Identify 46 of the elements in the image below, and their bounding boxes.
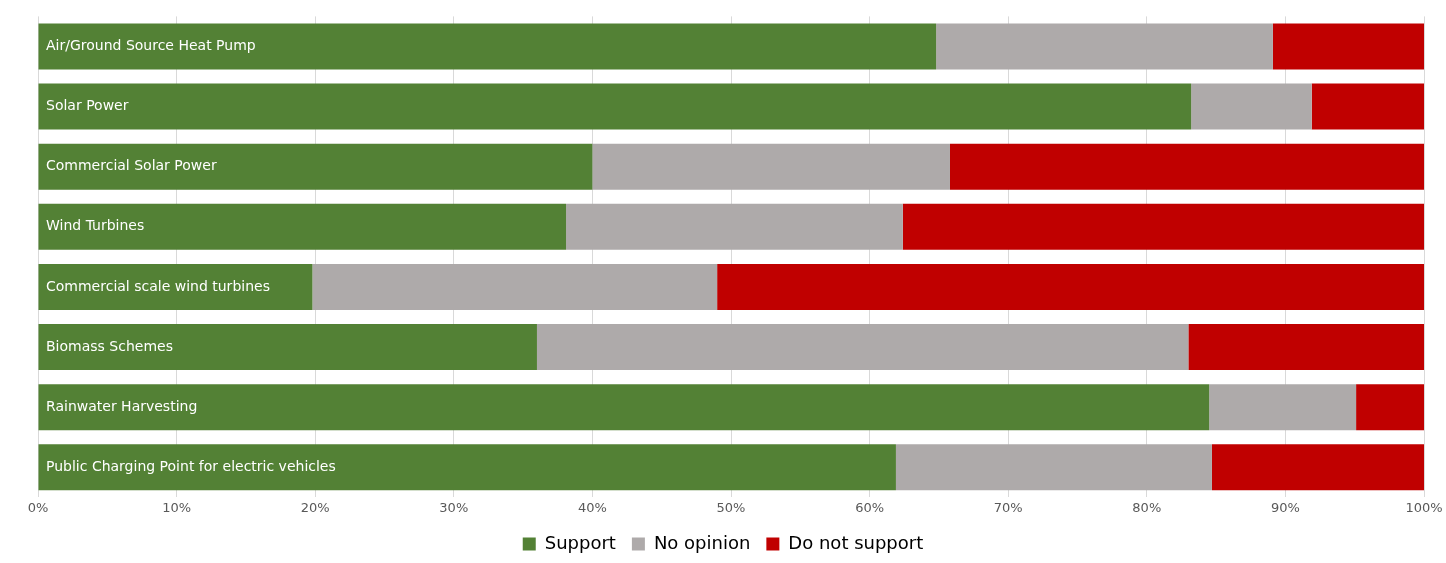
x-tick-label: 0% <box>27 499 49 515</box>
y-tick-label: Solar Power <box>46 97 129 114</box>
bar <box>38 203 567 250</box>
x-tick-label: 80% <box>1132 499 1162 515</box>
bar <box>38 83 1192 130</box>
x-tick-label: 30% <box>439 499 469 515</box>
legend-label: No opinion <box>653 531 751 553</box>
bar <box>38 444 896 491</box>
y-tick-label: Air/Ground Source Heat Pump <box>46 37 256 54</box>
y-tick-label: Commercial Solar Power <box>46 157 217 174</box>
bar <box>1209 384 1357 431</box>
bar <box>1311 83 1424 130</box>
x-tick-label: 40% <box>577 499 607 515</box>
bar <box>1211 444 1424 491</box>
bar <box>38 324 537 371</box>
y-tick-label: Rainwater Harvesting <box>46 397 198 414</box>
bar <box>1191 83 1312 130</box>
bar <box>38 263 313 310</box>
bar <box>592 143 950 190</box>
bar <box>1272 23 1424 70</box>
legend-label: Do not support <box>788 531 924 553</box>
x-tick-label: 60% <box>855 499 885 515</box>
y-tick-label: Biomass Schemes <box>46 337 173 354</box>
bar <box>949 143 1424 190</box>
bar <box>312 263 718 310</box>
y-tick-label: Commercial scale wind turbines <box>46 277 270 294</box>
x-tick-label: 70% <box>993 499 1023 515</box>
y-tick-label: Public Charging Point for electric vehicles <box>46 457 336 474</box>
x-tick-label: 90% <box>1270 499 1300 515</box>
legend-label: Support <box>544 531 616 553</box>
x-tick-label: 20% <box>300 499 330 515</box>
bar <box>902 203 1424 250</box>
bar <box>1356 384 1424 431</box>
bar <box>717 263 1424 310</box>
bar <box>38 384 1210 431</box>
x-tick-label: 10% <box>162 499 192 515</box>
y-tick-label: Wind Turbines <box>46 217 145 234</box>
x-tick-label: 50% <box>716 499 746 515</box>
bar <box>38 23 937 70</box>
bar <box>536 324 1189 371</box>
bar <box>895 444 1212 491</box>
x-tick-label: 100% <box>1405 499 1443 515</box>
bar <box>38 143 593 190</box>
bar <box>936 23 1273 70</box>
bar <box>1188 324 1424 371</box>
bar <box>566 203 903 250</box>
